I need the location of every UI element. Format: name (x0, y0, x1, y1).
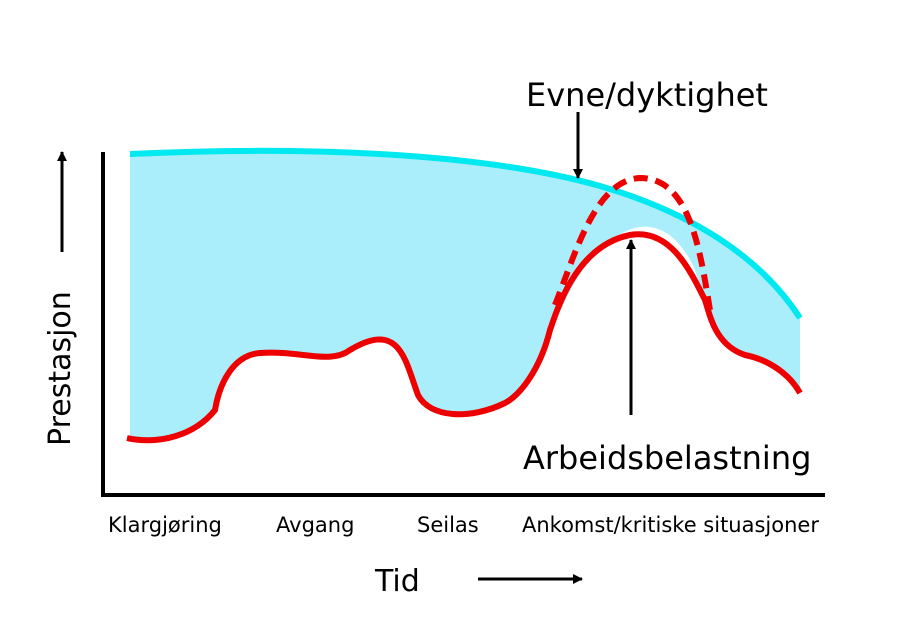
phase-label-sailing: Seilas (417, 513, 479, 537)
phase-label-departure: Avgang (276, 513, 354, 537)
capability-label: Evne/dyktighet (526, 76, 768, 114)
workload-curve (126, 231, 803, 444)
phase-label-arrival: Ankomst/kritiske situasjoner (522, 513, 819, 537)
capability-curve (129, 147, 803, 320)
y-axis-title: Prestasjon (43, 291, 78, 446)
capability-margin-area (130, 150, 800, 441)
workload-peak-dashed-curve (552, 174, 713, 311)
x-axis-title: Tid (374, 564, 420, 599)
phase-label-preparation: Klargjøring (108, 513, 222, 537)
workload-label: Arbeidsbelastning (523, 439, 811, 477)
